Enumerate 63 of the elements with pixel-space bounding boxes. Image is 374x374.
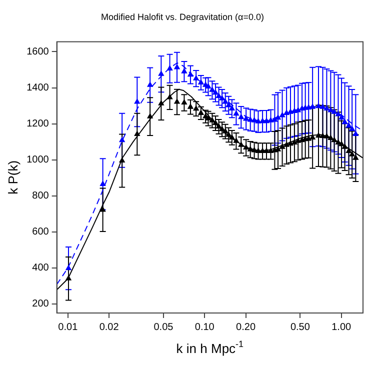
point: [255, 148, 261, 153]
x-tick-label: 0.05: [154, 322, 174, 333]
y-tick-label: 1400: [26, 82, 50, 94]
point: [295, 138, 301, 143]
point: [255, 118, 261, 124]
point: [342, 119, 348, 124]
point: [338, 141, 344, 146]
point: [260, 118, 266, 124]
point: [280, 144, 286, 149]
point: [212, 90, 218, 95]
point: [342, 144, 348, 149]
point: [193, 106, 199, 111]
point: [324, 106, 330, 110]
point: [188, 104, 194, 109]
y-tick-label: 800: [32, 190, 50, 202]
point: [320, 104, 326, 109]
point: [335, 140, 341, 145]
chart-title: Modified Halofit vs. Degravitation (α=0.0): [100, 12, 264, 22]
point: [316, 132, 322, 138]
y-axis-title: k P(k): [5, 160, 20, 194]
point: [216, 124, 222, 128]
point: [188, 72, 194, 77]
point: [264, 118, 270, 124]
point: [209, 117, 215, 122]
point: [222, 128, 228, 134]
y-tick-label: 600: [32, 226, 50, 238]
point: [284, 142, 290, 147]
point: [193, 75, 199, 80]
x-tick-label: 0.10: [194, 322, 215, 333]
point: [288, 140, 294, 146]
x-tick-label: 1.00: [332, 322, 352, 333]
point: [292, 140, 298, 145]
x-tick-label: 0.02: [99, 322, 120, 333]
point: [212, 120, 218, 126]
point: [332, 108, 338, 114]
y-tick-label: 1200: [26, 118, 50, 130]
point: [275, 114, 281, 120]
point: [219, 126, 225, 132]
point: [209, 86, 215, 92]
x-tick-label: 0.50: [290, 322, 310, 333]
point: [280, 112, 286, 118]
point: [335, 111, 341, 116]
point: [243, 116, 249, 121]
x-tick-label: 0.20: [236, 322, 256, 333]
point: [332, 137, 338, 142]
point: [316, 103, 322, 108]
point: [268, 148, 274, 153]
point: [346, 122, 352, 128]
y-tick-label: 1600: [26, 46, 50, 58]
point: [219, 95, 225, 100]
point: [324, 133, 330, 138]
y-tick-label: 200: [32, 298, 50, 310]
y-tick-label: 400: [32, 262, 50, 274]
point: [346, 148, 352, 153]
point: [222, 98, 228, 104]
point: [328, 107, 334, 112]
y-tick-label: 1000: [26, 154, 50, 166]
point: [243, 144, 249, 150]
point: [338, 114, 344, 120]
point: [268, 117, 274, 122]
x-tick-label: 0.01: [58, 322, 78, 333]
point: [284, 110, 290, 115]
point: [328, 135, 334, 140]
